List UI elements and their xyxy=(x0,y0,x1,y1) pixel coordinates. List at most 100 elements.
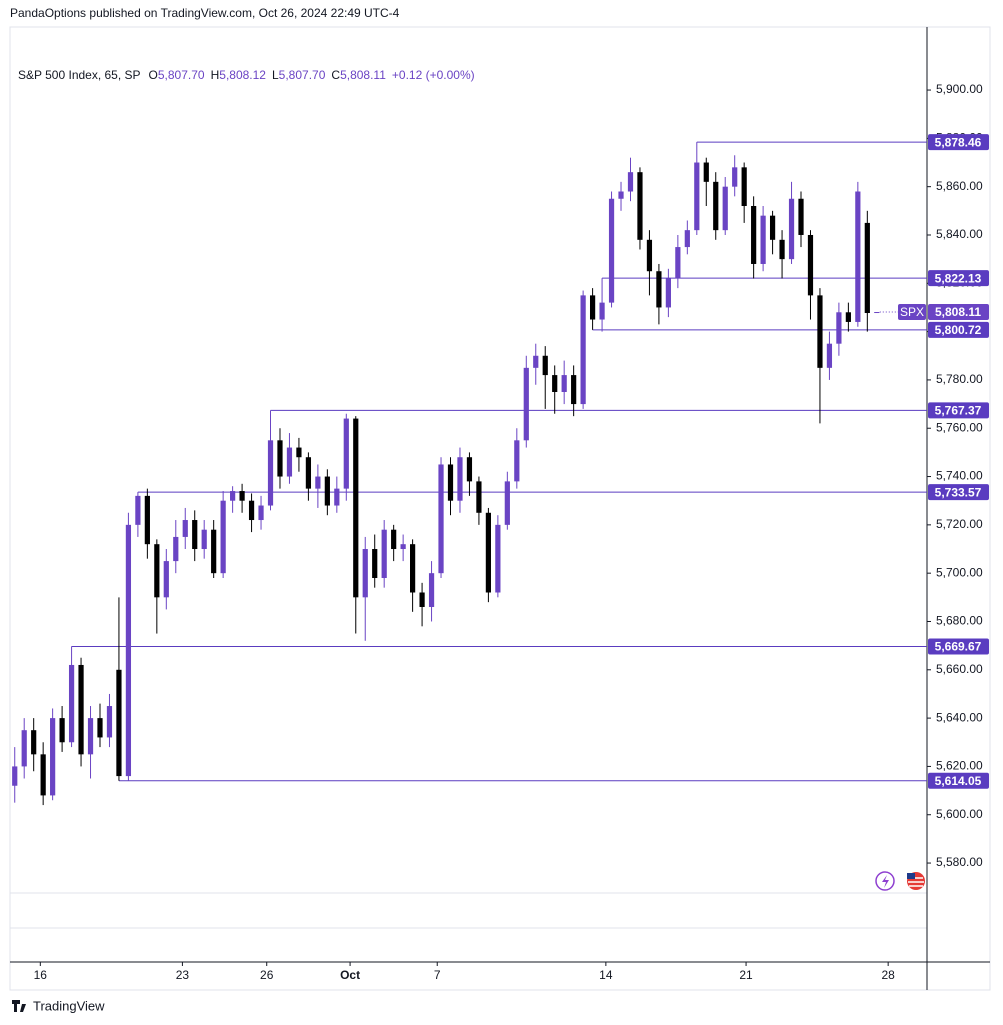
candle-body xyxy=(732,167,738,187)
level-label-box xyxy=(928,638,989,655)
last-price-box xyxy=(928,304,989,321)
last-price-label: 5,808.11 xyxy=(935,305,981,319)
y-tick-label: 5,720.00 xyxy=(936,517,983,531)
ohlc-key: C xyxy=(331,68,340,82)
y-tick-label: 5,660.00 xyxy=(936,662,983,676)
level-label: 5,669.67 xyxy=(935,640,982,654)
brand-name: TradingView xyxy=(33,998,105,1013)
y-tick-label: 5,760.00 xyxy=(936,420,983,434)
symbol-label: SPX xyxy=(900,305,924,319)
candle-body xyxy=(239,491,245,501)
x-tick-label: 28 xyxy=(881,968,895,982)
ohlc-key: O xyxy=(149,68,158,82)
y-tick-label: 5,740.00 xyxy=(936,469,983,483)
candle-body xyxy=(419,592,425,607)
candle-body xyxy=(599,302,605,320)
candle-body xyxy=(665,278,671,308)
candle-body xyxy=(514,440,520,482)
level-label: 5,800.72 xyxy=(935,323,982,337)
y-tick-label: 5,900.00 xyxy=(936,82,983,96)
candle-body xyxy=(561,375,567,393)
candle-body xyxy=(192,520,198,550)
candle-body xyxy=(608,198,615,303)
brand-logo xyxy=(12,1000,26,1012)
candle-body xyxy=(760,215,766,264)
candle-body xyxy=(163,561,169,598)
ohlc-value: 5,807.70 xyxy=(279,68,326,82)
candle-body xyxy=(154,544,160,598)
candle-body xyxy=(571,375,577,405)
level-label: 5,822.13 xyxy=(935,271,982,285)
candle-body xyxy=(798,198,804,235)
candle-body xyxy=(684,230,690,248)
ohlc-value: 5,807.70 xyxy=(158,68,205,82)
ohlc-key: L xyxy=(272,68,279,82)
candle-body xyxy=(485,512,491,593)
level-label-box xyxy=(928,402,989,419)
candle-body xyxy=(97,718,103,738)
candle-body xyxy=(410,544,416,593)
alert-icon[interactable] xyxy=(875,871,895,891)
candle-body xyxy=(248,500,255,521)
y-tick-label: 5,640.00 xyxy=(936,710,983,724)
symbol-box xyxy=(898,304,926,321)
y-tick-label: 5,860.00 xyxy=(936,179,983,193)
candle-body xyxy=(362,549,368,598)
candle-body xyxy=(21,730,27,767)
candle-body xyxy=(675,247,681,279)
candle-body xyxy=(144,495,150,545)
level-label: 5,878.46 xyxy=(935,135,982,149)
candle-body xyxy=(173,536,179,562)
candle-body xyxy=(400,544,406,550)
candle-body xyxy=(12,766,18,786)
candle-body xyxy=(713,181,719,231)
candle-body xyxy=(353,418,359,598)
candle-body xyxy=(457,457,463,501)
candle-body xyxy=(542,355,548,376)
candle-body xyxy=(618,191,624,199)
candle-body xyxy=(211,529,217,574)
chart-title: S&P 500 Index, 65, SP xyxy=(18,68,141,82)
level-label: 5,733.57 xyxy=(935,485,982,499)
y-tick-label: 5,620.00 xyxy=(936,759,983,773)
y-tick-label: 5,680.00 xyxy=(936,614,983,628)
candle-body xyxy=(864,222,870,314)
alert-icon-bolt xyxy=(882,875,889,888)
change: +0.12 (+0.00%) xyxy=(392,68,475,82)
candle-body xyxy=(305,457,312,489)
candle-body xyxy=(504,481,510,525)
candle-body xyxy=(476,481,482,513)
candle-body xyxy=(106,706,113,738)
candle-body xyxy=(116,669,122,777)
candle-body xyxy=(428,573,435,607)
candle-body xyxy=(258,505,264,521)
candle-body xyxy=(589,295,596,320)
candle-body xyxy=(826,343,833,368)
y-tick-label: 5,700.00 xyxy=(936,565,983,579)
y-tick-label: 5,600.00 xyxy=(936,807,983,821)
candle-body xyxy=(580,295,586,405)
level-label-box xyxy=(928,270,989,287)
candle-body xyxy=(182,520,188,537)
candle-body xyxy=(495,524,501,593)
candle-body xyxy=(135,495,141,525)
level-label-box xyxy=(928,772,989,789)
candle-body xyxy=(722,186,728,231)
candle-body xyxy=(817,295,823,368)
ohlc-key: H xyxy=(211,68,220,82)
y-tick-label: 5,780.00 xyxy=(936,372,983,386)
candle-body xyxy=(788,198,795,260)
candle-body xyxy=(694,162,700,231)
candle-body xyxy=(438,464,444,574)
candle-body xyxy=(381,529,387,579)
ohlc-value: 5,808.11 xyxy=(340,68,386,82)
candle-body xyxy=(372,549,378,579)
flag-icon-canton xyxy=(907,873,915,879)
candle-body xyxy=(807,234,814,296)
candle-body xyxy=(68,664,75,743)
attribution: PandaOptions published on TradingView.co… xyxy=(10,6,400,20)
candle-body xyxy=(769,215,776,240)
x-tick-label: 16 xyxy=(34,968,48,982)
y-tick-label: 5,840.00 xyxy=(936,227,983,241)
